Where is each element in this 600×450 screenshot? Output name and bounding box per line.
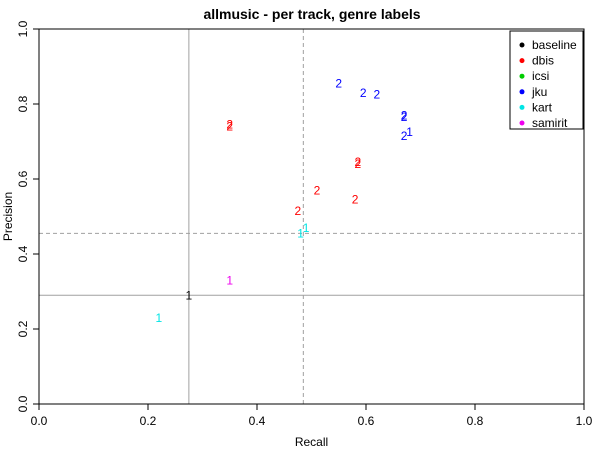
data-point-jku: 2 bbox=[401, 129, 408, 143]
legend-marker-jku bbox=[519, 89, 525, 95]
x-tick-label: 0.8 bbox=[467, 414, 484, 428]
data-point-samirit: 1 bbox=[226, 273, 233, 287]
chart-title: allmusic - per track, genre labels bbox=[203, 6, 420, 22]
data-point-dbis: 2 bbox=[226, 118, 233, 132]
legend-label-dbis: dbis bbox=[532, 54, 554, 68]
y-tick-label: 0.2 bbox=[16, 320, 30, 337]
data-point-kart: 1 bbox=[156, 311, 163, 325]
data-point-dbis: 2 bbox=[314, 183, 321, 197]
data-point-jku: 2 bbox=[360, 86, 367, 100]
y-tick-label: 0.8 bbox=[16, 95, 30, 112]
x-tick-label: 0.4 bbox=[249, 414, 266, 428]
y-tick-label: 0.6 bbox=[16, 170, 30, 187]
data-point-dbis: 2 bbox=[295, 204, 302, 218]
data-point-kart: 1 bbox=[303, 221, 310, 235]
data-point-jku: 2 bbox=[335, 76, 342, 90]
legend-marker-dbis bbox=[519, 58, 525, 64]
x-axis-title: Recall bbox=[295, 435, 328, 449]
data-point-dbis: 2 bbox=[354, 155, 361, 169]
data-point-jku: 2 bbox=[374, 88, 381, 102]
legend-marker-kart bbox=[519, 104, 525, 110]
legend-marker-icsi bbox=[519, 73, 525, 79]
legend-marker-samirit bbox=[519, 120, 525, 126]
data-point-dbis: 2 bbox=[354, 157, 361, 171]
x-tick-label: 0.0 bbox=[31, 414, 48, 428]
x-tick-label: 0.6 bbox=[358, 414, 375, 428]
x-tick-label: 0.2 bbox=[140, 414, 157, 428]
x-tick-label: 1.0 bbox=[576, 414, 593, 428]
x-axis: 0.0 0.2 0.4 0.6 0.8 1.0 bbox=[31, 404, 593, 428]
data-point-jku: 2 bbox=[401, 108, 408, 122]
legend-label-baseline: baseline bbox=[532, 38, 577, 52]
data-point-dbis: 2 bbox=[352, 193, 359, 207]
y-axis: 0.0 0.2 0.4 0.6 0.8 1.0 bbox=[16, 20, 39, 412]
data-point-baseline: 1 bbox=[186, 288, 193, 302]
y-tick-label: 0.4 bbox=[16, 245, 30, 262]
legend-marker-baseline bbox=[519, 42, 525, 48]
y-tick-label: 0.0 bbox=[16, 395, 30, 412]
legend-label-samirit: samirit bbox=[532, 116, 568, 130]
data-point-kart: 1 bbox=[297, 226, 304, 240]
legend-label-icsi: icsi bbox=[532, 69, 549, 83]
legend-label-jku: jku bbox=[531, 85, 547, 99]
reference-lines bbox=[39, 29, 584, 404]
data-point-jku: 1 bbox=[406, 125, 413, 139]
y-tick-label: 1.0 bbox=[16, 20, 30, 37]
y-axis-title: Precision bbox=[1, 192, 15, 241]
data-point-jku: 2 bbox=[401, 110, 408, 124]
data-point-dbis: 2 bbox=[226, 120, 233, 134]
legend-label-kart: kart bbox=[532, 100, 553, 114]
plot-frame bbox=[38, 28, 585, 405]
